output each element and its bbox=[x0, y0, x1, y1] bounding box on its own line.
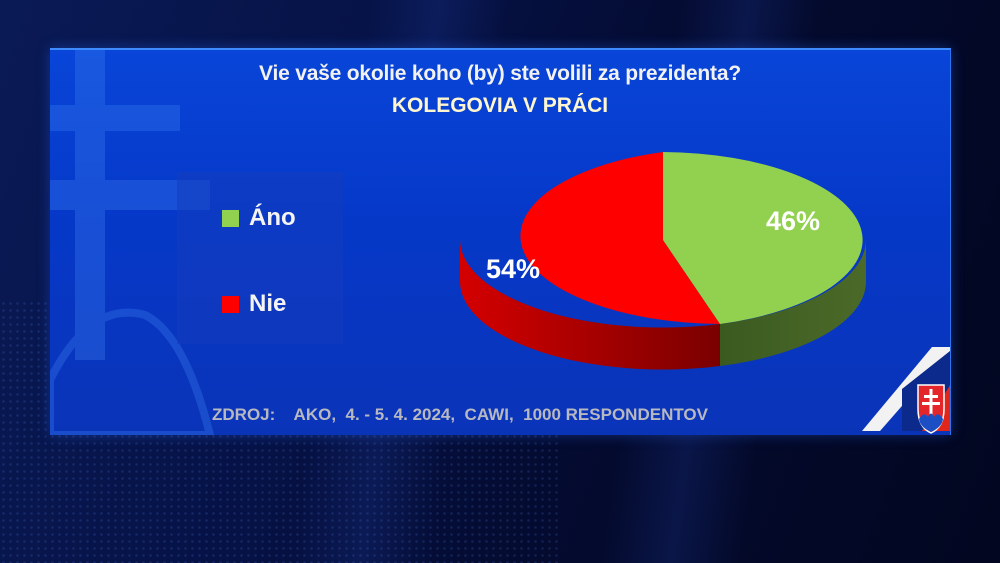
pie-label-nie: 54% bbox=[486, 254, 541, 284]
legend: Áno Nie bbox=[177, 172, 343, 344]
pie-side-nie bbox=[460, 240, 720, 370]
chart-title: Vie vaše okolie koho (by) ste volili za … bbox=[259, 62, 741, 85]
legend-item-nie: Nie bbox=[222, 290, 286, 318]
legend-swatch-green bbox=[222, 209, 239, 227]
legend-label: Nie bbox=[249, 290, 287, 317]
legend-item-ano: Áno bbox=[222, 204, 296, 232]
slovak-coat-of-arms-icon bbox=[862, 347, 950, 434]
source-note: ZDROJ: AKO, 4. - 5. 4. 2024, CAWI, 1000 … bbox=[212, 405, 708, 424]
pie-label-ano: 46% bbox=[766, 206, 821, 236]
legend-swatch-red bbox=[222, 295, 239, 313]
pie-side-ano bbox=[720, 240, 866, 366]
pie-chart: 46% 54% bbox=[450, 140, 880, 400]
pie-graphic bbox=[460, 152, 866, 370]
pie-slice-ano bbox=[663, 152, 863, 324]
chart-panel: Vie vaše okolie koho (by) ste volili za … bbox=[50, 48, 951, 435]
chart-subtitle: KOLEGOVIA V PRÁCI bbox=[391, 94, 609, 117]
legend-label: Áno bbox=[249, 204, 296, 231]
pie-slice-nie bbox=[520, 152, 720, 324]
